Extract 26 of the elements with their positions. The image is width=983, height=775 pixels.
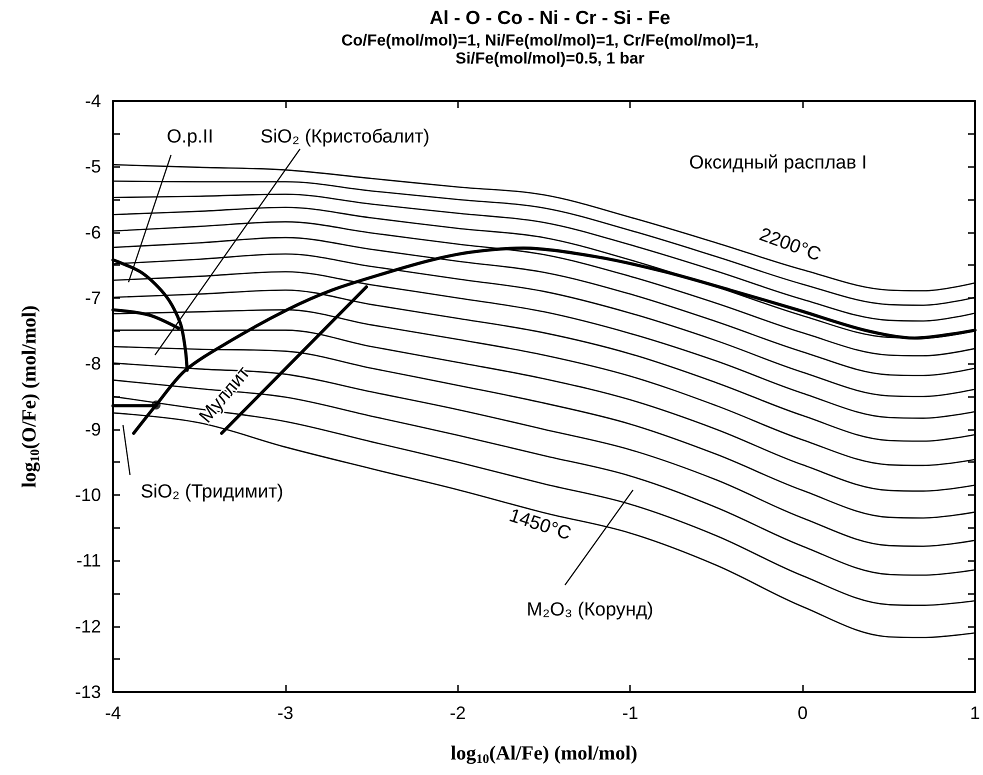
x-tick-label: -4 [104, 703, 122, 723]
annotation: O.p.II [166, 126, 214, 148]
chart-title: Al - O - Co - Ni - Cr - Si - Fe [430, 8, 670, 29]
x-tick-label: -3 [277, 703, 294, 723]
y-tick-label: -13 [74, 682, 101, 702]
y-tick-label: -8 [84, 354, 101, 374]
annotation: SiO₂ (Кристобалит) [260, 126, 430, 148]
chart-subtitle: Co/Fe(mol/mol)=1, Ni/Fe(mol/mol)=1, Cr/Fe(mol/mol)=1, Si/Fe(mol/mol)=0.5, 1 bar [341, 32, 759, 68]
y-tick-label: -11 [76, 550, 101, 571]
annotation: 1450°C [506, 505, 574, 545]
annotation: SiO₂ (Тридимит) [140, 482, 284, 502]
y-tick-label: -5 [84, 156, 101, 177]
annotation: Оксидный расплав I [689, 152, 867, 174]
x-tick-label: -2 [450, 703, 466, 723]
x-tick-label: 1 [970, 703, 980, 723]
x-tick-label: -1 [622, 703, 638, 723]
x-tick-label: 0 [798, 703, 808, 723]
y-tick-label: -7 [84, 288, 101, 308]
y-tick-label: -9 [84, 419, 101, 440]
y-axis-title: log10(O/Fe) (mol/mol) [18, 305, 42, 488]
y-tick-label: -10 [74, 485, 101, 505]
annotation: 2200°C [756, 224, 824, 266]
y-tick-label: -12 [74, 616, 101, 636]
y-tick-label: -6 [84, 222, 101, 242]
annotation: M₂O₃ (Корунд) [526, 600, 654, 620]
y-tick-label: -4 [84, 91, 101, 111]
